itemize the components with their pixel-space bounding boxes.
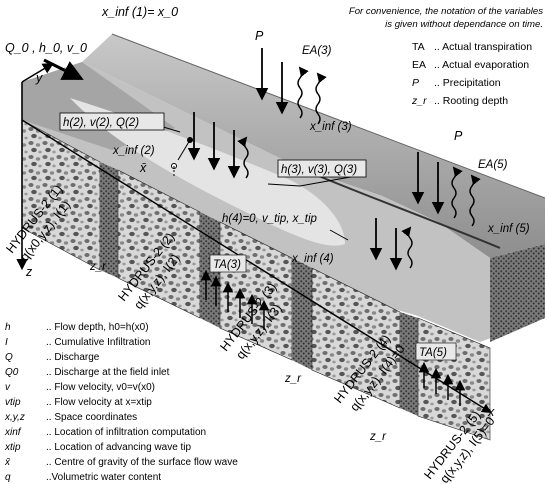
label-zr3: z_r <box>369 431 387 443</box>
label-zr2: z_r <box>284 373 302 385</box>
legend-text-xinf: .. Location of infiltration computation <box>46 427 206 438</box>
far-ridge-slope <box>82 34 545 258</box>
field-surfaces <box>22 33 546 342</box>
key-symbol-ea: EA <box>412 59 426 71</box>
legend-symbol-vtip: vtip <box>5 397 21 408</box>
far-ridge-edge <box>111 33 546 199</box>
key-symbol-ta: TA <box>412 41 425 53</box>
legend-symbol-theta: q <box>5 472 11 483</box>
diagram-labels: x_inf (1)= x_0 Q_0 , h_0, v_0 y z x h(2)… <box>5 5 530 443</box>
label-ta5: TA(5) <box>419 347 447 359</box>
label-zr1: z_r <box>89 261 107 273</box>
legend-symbol-q: Q <box>5 352 13 363</box>
note-line-1: For convenience, the notation of the var… <box>349 6 543 17</box>
soil-root-zone-5 <box>490 244 545 342</box>
label-xbar: x̄ <box>139 161 147 175</box>
legend-text-xtip: .. Location of advancing wave tip <box>46 442 192 453</box>
soil-root-zone-4 <box>400 312 418 416</box>
key-symbol-p: P <box>412 77 419 89</box>
surface-flow-wave <box>70 98 345 246</box>
symbol-key: TA .. Actual transpiration EA .. Actual … <box>411 41 532 107</box>
legend-symbol-xtip: xtip <box>4 442 21 453</box>
label-state2: h(2), v(2), Q(2) <box>63 117 139 129</box>
precipitation-arrows <box>187 48 445 271</box>
inflow-arrow <box>43 58 84 80</box>
legend-text-i: .. Cumulative Infiltration <box>46 337 151 348</box>
label-p2: P <box>454 129 463 143</box>
legend-symbol-xinf: xinf <box>4 427 22 438</box>
leader-lines <box>159 125 357 241</box>
key-text-ta: .. Actual transpiration <box>434 41 532 53</box>
label-xinf4: x_inf (4) <box>291 253 334 265</box>
note: For convenience, the notation of the var… <box>349 6 543 30</box>
legend-text-vtip: .. Flow velocity at x=xtip <box>46 397 152 408</box>
label-ea5: EA(5) <box>478 159 508 171</box>
label-xinf1: x_inf (1)= x_0 <box>101 5 178 19</box>
evaporation-arrows <box>237 66 481 269</box>
axes <box>16 62 492 414</box>
ta5-box <box>415 342 457 361</box>
legend-symbol-xyz: x,y,z <box>4 412 25 423</box>
x-axis <box>21 119 492 414</box>
label-p1: P <box>255 29 264 43</box>
key-symbol-zr: z_r <box>411 95 427 107</box>
soil-root-zone-3 <box>292 258 312 370</box>
label-ta3: TA(3) <box>213 259 241 271</box>
legend-symbol-v: v <box>5 382 11 393</box>
key-text-ea: .. Actual evaporation <box>434 59 529 71</box>
variable-legend: h .. Flow depth, h0=h(x0) I .. Cumulativ… <box>4 322 238 483</box>
legend-text-xyz: .. Space coordinates <box>46 412 137 423</box>
label-xinf2: x_inf (2) <box>112 145 155 157</box>
legend-symbol-q0: Q0 <box>5 367 19 378</box>
label-ea3: EA(3) <box>302 45 332 57</box>
legend-text-q0: .. Discharge at the field inlet <box>46 367 170 378</box>
label-state3: h(3), v(3), Q(3) <box>281 164 357 176</box>
label-xinf5: x_inf (5) <box>487 223 530 235</box>
label-inflow: Q_0 , h_0, v_0 <box>5 41 87 55</box>
legend-symbol-h: h <box>5 322 11 333</box>
note-line-2: is given without dependance on time. <box>385 19 543 30</box>
soil-root-zone-1 <box>100 162 118 278</box>
legend-text-h: .. Flow depth, h0=h(x0) <box>46 322 149 333</box>
legend-text-q: .. Discharge <box>46 352 100 363</box>
key-text-zr: .. Rooting depth <box>434 95 508 107</box>
legend-text-theta: ..Volumetric water content <box>46 472 161 483</box>
label-xinf3: x_inf (3) <box>309 121 352 133</box>
legend-symbol-xbar: x̄ <box>4 457 11 468</box>
state3-box <box>277 159 367 178</box>
transpiration-arrows <box>200 269 466 406</box>
key-text-p: .. Precipitation <box>434 77 501 89</box>
label-z-axis: z <box>25 265 33 279</box>
legend-symbol-i: I <box>5 337 8 348</box>
ta3-box <box>209 254 247 273</box>
legend-text-v: .. Flow velocity, v0=v(x0) <box>46 382 155 393</box>
label-x-axis: x <box>487 405 495 419</box>
y-axis <box>21 62 54 83</box>
legend-text-xbar: .. Centre of gravity of the surface flow… <box>46 457 238 468</box>
label-y-axis: y <box>35 71 43 85</box>
state2-box <box>59 112 165 131</box>
label-state4: h(4)=0, v_tip, x_tip <box>222 213 318 225</box>
